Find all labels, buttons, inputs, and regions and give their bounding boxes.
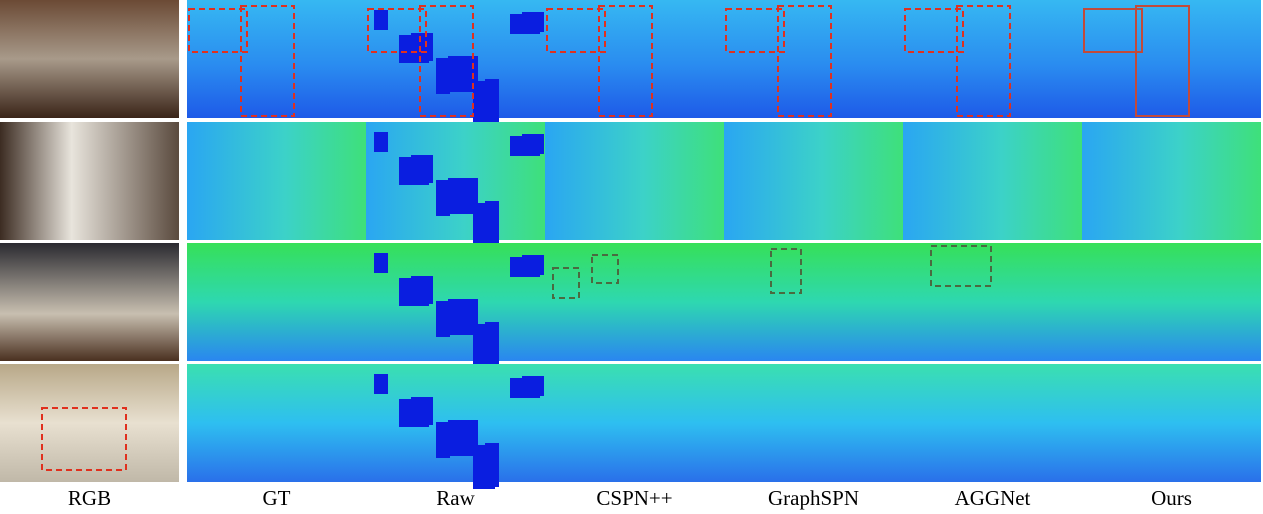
raw-hole	[473, 81, 495, 125]
rgb-image	[0, 243, 179, 361]
raw-hole	[399, 157, 429, 185]
raw-hole	[436, 301, 450, 337]
depth-image	[903, 0, 1082, 118]
depth-image	[545, 0, 724, 118]
column-label: Raw	[436, 486, 475, 510]
column-label: GT	[263, 486, 291, 510]
raw-hole	[510, 257, 540, 277]
raw-hole	[510, 14, 540, 34]
raw-hole	[473, 203, 495, 247]
raw-hole	[473, 445, 495, 489]
depth-image	[903, 243, 1082, 361]
raw-hole	[436, 180, 450, 216]
raw-hole	[510, 378, 540, 398]
depth-image	[187, 364, 366, 482]
rgb-image	[0, 364, 179, 482]
raw-hole	[374, 132, 388, 152]
column-label: AGGNet	[955, 486, 1031, 510]
raw-hole	[399, 278, 429, 306]
raw-hole	[374, 374, 388, 394]
depth-image	[724, 122, 903, 240]
figure: RGB GT Raw CSPN++ GraphSPN AGGNet Ours	[0, 0, 1263, 514]
depth-image	[187, 0, 366, 118]
raw-hole	[436, 58, 450, 94]
depth-image	[545, 364, 724, 482]
column-label: RGB	[68, 486, 111, 510]
raw-hole	[473, 324, 495, 368]
depth-image	[1082, 122, 1261, 240]
rgb-image	[0, 0, 179, 118]
depth-image	[545, 122, 724, 240]
column-label: Ours	[1151, 486, 1192, 510]
depth-image	[1082, 364, 1261, 482]
rgb-image	[0, 122, 179, 240]
column-label: CSPN++	[596, 486, 672, 510]
raw-hole	[374, 253, 388, 273]
raw-hole	[510, 136, 540, 156]
depth-image	[903, 122, 1082, 240]
depth-image	[903, 364, 1082, 482]
raw-hole	[399, 35, 429, 63]
depth-image	[1082, 243, 1261, 361]
column-label: GraphSPN	[768, 486, 859, 510]
raw-hole	[436, 422, 450, 458]
depth-image	[187, 122, 366, 240]
depth-image	[545, 243, 724, 361]
depth-image	[187, 243, 366, 361]
depth-image	[724, 0, 903, 118]
raw-hole	[374, 10, 388, 30]
depth-image	[724, 243, 903, 361]
raw-hole	[399, 399, 429, 427]
depth-image	[1082, 0, 1261, 118]
depth-image	[724, 364, 903, 482]
